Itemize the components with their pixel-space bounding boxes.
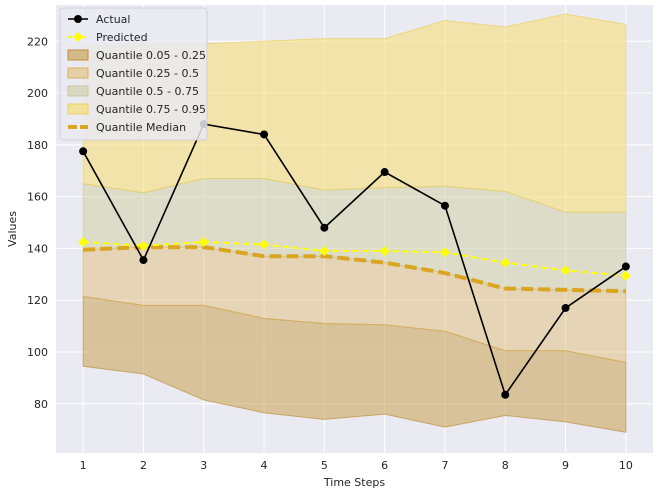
x-tick-label: 4 (261, 459, 268, 472)
y-tick-label: 100 (27, 346, 48, 359)
actual-point (501, 390, 510, 399)
legend-entry: Quantile 0.75 - 0.95 (96, 103, 206, 116)
x-tick-label: 10 (619, 459, 633, 472)
legend-entry: Quantile 0.25 - 0.5 (96, 67, 199, 80)
predicted-point (198, 236, 209, 247)
x-tick-label: 2 (140, 459, 147, 472)
x-axis-ticks: 1 2 3 4 5 6 7 8 9 10 (80, 459, 633, 472)
actual-line (82, 123, 627, 397)
legend-entry: Quantile 0.05 - 0.25 (96, 49, 206, 62)
predicted-point (500, 257, 511, 268)
legend-box (59, 7, 208, 141)
legend-actual-marker (74, 15, 82, 23)
legend-entry: Predicted (96, 31, 148, 44)
legend-band-swatch (67, 103, 89, 115)
x-tick-label: 9 (562, 459, 569, 472)
y-axis-ticks: 80 100 120 140 160 180 200 220 (27, 35, 48, 411)
actual-point (561, 303, 570, 312)
y-tick-label: 120 (27, 294, 48, 307)
legend-entry: Actual (96, 13, 130, 26)
median-line (83, 245, 626, 294)
x-tick-label: 5 (321, 459, 328, 472)
legend-band-swatch (67, 67, 89, 79)
actual-point (79, 147, 88, 156)
actual-point (440, 201, 449, 210)
predicted-point (439, 247, 450, 258)
x-axis-label: Time Steps (323, 476, 385, 489)
y-tick-label: 140 (27, 242, 48, 255)
y-tick-label: 80 (34, 398, 48, 411)
predicted-point (560, 265, 571, 276)
predicted-point (78, 236, 89, 247)
legend-entry: Quantile 0.5 - 0.75 (96, 85, 199, 98)
x-tick-label: 6 (381, 459, 388, 472)
predicted-point (259, 239, 270, 250)
actual-point (380, 168, 389, 177)
predicted-point (319, 246, 330, 257)
legend-band-swatch (67, 49, 89, 61)
x-tick-label: 7 (441, 459, 448, 472)
legend-entry: Quantile Median (96, 121, 186, 134)
quantile-band-4 (82, 13, 627, 213)
predicted-line (83, 240, 626, 277)
predicted-point (620, 270, 631, 281)
y-tick-label: 160 (27, 191, 48, 204)
x-tick-label: 1 (80, 459, 87, 472)
quantile-bands (82, 13, 627, 433)
y-tick-label: 200 (27, 87, 48, 100)
actual-point (260, 130, 269, 139)
legend-predicted-marker (73, 32, 83, 42)
y-tick-label: 220 (27, 35, 48, 48)
x-tick-label: 3 (200, 459, 207, 472)
series-lines (78, 120, 631, 399)
actual-point (139, 256, 148, 265)
legend-band-swatch (67, 85, 89, 97)
actual-point (621, 262, 630, 271)
y-tick-label: 180 (27, 139, 48, 152)
legend: Actual Predicted Quantile 0.05 - 0.25 Quant… (59, 7, 208, 141)
predicted-point (379, 246, 390, 257)
y-axis-label: Values (6, 211, 19, 247)
actual-point (320, 223, 329, 232)
predicted-point (138, 240, 149, 251)
x-tick-label: 8 (502, 459, 509, 472)
